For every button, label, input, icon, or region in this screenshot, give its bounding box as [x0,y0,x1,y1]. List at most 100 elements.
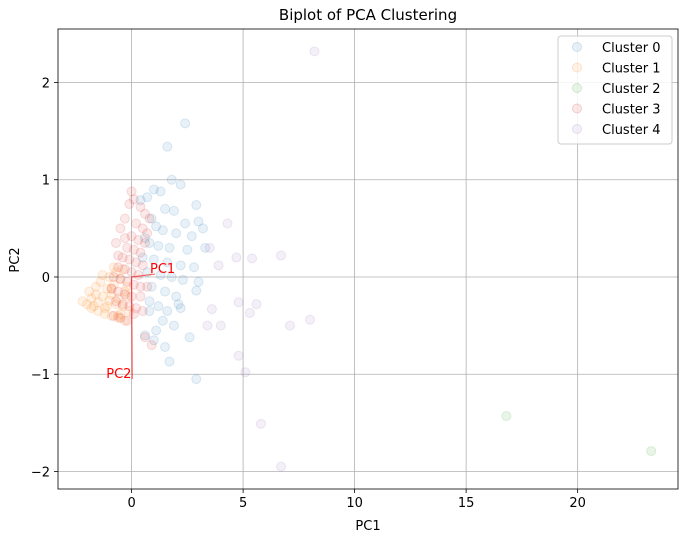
data-point [93,306,104,317]
data-point [124,254,135,265]
data-point [202,320,213,331]
data-point [90,281,101,292]
legend-box [557,35,673,145]
x-tick-label: 20 [569,496,586,511]
data-point [110,237,121,248]
data-point [115,273,126,284]
data-point [131,257,142,268]
legend-marker [572,42,582,52]
data-point [88,301,99,312]
data-point [115,308,126,319]
data-point [106,289,117,300]
data-point [139,233,150,244]
scatter-points [77,46,657,472]
data-point [233,350,244,361]
data-point [119,289,130,300]
legend-marker [572,124,582,134]
data-point [160,342,171,353]
data-point [166,271,177,282]
data-point [168,205,179,216]
data-point [175,179,186,190]
data-point [144,237,155,248]
data-point [244,307,255,318]
data-point [119,315,130,326]
data-point [157,225,168,236]
data-point [135,247,146,258]
data-point [128,308,139,319]
x-tick-label: 0 [127,496,135,511]
data-point [162,257,173,268]
data-point [104,295,115,306]
loading-vectors: PC1 PC2 [106,262,175,382]
data-point [113,310,124,321]
data-point [155,186,166,197]
y-tick-label: 0 [42,271,50,286]
data-point [151,221,162,232]
data-point [137,252,148,263]
data-point [95,276,106,287]
data-point [106,310,117,321]
data-point [146,281,157,292]
data-point [162,306,173,317]
data-point [110,267,121,278]
data-point [146,340,157,351]
legend-marker [572,83,582,93]
data-point [122,315,133,326]
data-point [193,216,204,227]
data-point [128,244,139,255]
data-point [86,293,97,304]
y-axis-label: PC2 [8,247,23,272]
data-point [182,244,193,255]
data-point [108,271,119,282]
data-point [186,231,197,242]
data-point [139,237,150,248]
data-point [110,299,121,310]
data-point [142,281,153,292]
loading-label-pc2: PC2 [106,367,131,382]
data-point [153,301,164,312]
loading-arrow-pc1 [131,273,156,278]
data-point [173,299,184,310]
data-point [99,308,110,319]
data-point [175,303,186,314]
data-point [189,262,200,273]
data-point [200,242,211,253]
data-point [177,274,188,285]
data-point [255,418,266,429]
data-point [102,301,113,312]
data-point [240,367,251,378]
data-point [247,253,258,264]
series-4-points [202,46,320,472]
legend-marker [572,103,582,114]
loading-arrow-pc2 [130,276,133,380]
data-point [84,286,95,297]
data-point [104,271,115,282]
data-point [160,203,171,214]
legend-entry: Cluster 4 [602,123,661,138]
data-point [215,320,226,331]
data-point [191,374,202,385]
data-point [284,320,295,331]
data-point [144,213,155,224]
data-point [148,254,159,265]
data-point [222,218,233,229]
data-point [144,306,155,317]
data-point [119,213,130,224]
data-point [90,289,101,300]
data-point [102,283,113,294]
x-tick-label: 15 [458,496,475,511]
data-point [113,312,124,323]
data-point [113,262,124,273]
data-point [139,332,150,343]
data-point [206,304,217,315]
data-point [137,223,148,234]
data-point [180,218,191,229]
data-point [117,301,128,312]
data-point [126,186,137,197]
data-point [162,141,173,152]
data-point [276,461,287,472]
data-point [115,273,126,284]
data-point [146,213,157,224]
data-point [160,286,171,297]
loading-label-pc1: PC1 [150,262,175,277]
